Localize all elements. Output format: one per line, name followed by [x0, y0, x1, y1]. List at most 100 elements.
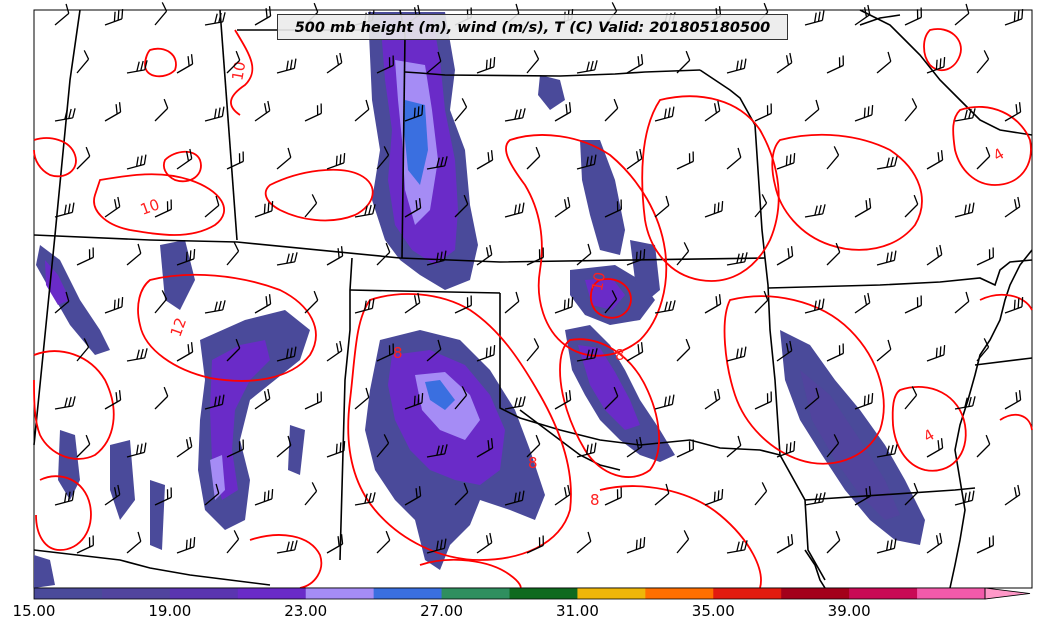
wind-barb: [576, 531, 592, 554]
wind-barb: [554, 196, 571, 218]
wind-barb: [476, 56, 496, 74]
wind-barb: [654, 300, 676, 314]
wind-barb: [76, 434, 91, 458]
wind-barb: [76, 535, 94, 554]
wind-barb: [376, 434, 390, 458]
boundary-colorado-south: [349, 289, 501, 294]
wind-barb: [226, 530, 240, 554]
wind-barb: [904, 194, 919, 218]
contour-line: [93, 173, 225, 236]
wind-barb: [76, 338, 90, 362]
wind-barb: [826, 530, 841, 554]
wind-barb: [704, 200, 724, 218]
wind-barb: [354, 298, 375, 314]
wind-barb: [304, 103, 322, 122]
wind-barb: [326, 534, 344, 554]
wind-barb: [1004, 102, 1022, 122]
wind-barb: [876, 250, 897, 266]
wind-barb: [526, 434, 541, 458]
wind-barb: [604, 290, 618, 314]
wind-barb: [926, 344, 946, 362]
wind-barb: [576, 60, 598, 74]
shade-region-east-texas-inner: [800, 370, 900, 520]
boundary-rio-grande: [519, 409, 621, 471]
wind-barb: [226, 338, 241, 362]
wind-barb: [904, 98, 918, 122]
wind-barb: [526, 247, 544, 266]
boundary-south-dakota-nebraska: [404, 69, 701, 77]
wind-barb: [226, 50, 241, 74]
temperature-contours: [33, 28, 1033, 589]
wind-barb: [454, 295, 472, 314]
wind-barb: [126, 442, 147, 458]
contour-line: [559, 338, 660, 478]
colorbar-tick-label: 15.00: [12, 602, 56, 620]
shade-region-sonora: [150, 480, 165, 550]
wind-barb: [304, 290, 319, 314]
wind-barb: [854, 486, 872, 506]
wind-barb: [676, 50, 691, 74]
wind-barb: [154, 290, 168, 314]
wind-barb: [626, 536, 646, 554]
wind-barb: [654, 195, 670, 218]
boundary-idaho-wyoming: [219, 9, 238, 241]
contour-line: [230, 29, 254, 116]
wind-barb: [526, 535, 544, 554]
shade-region-south-central-max: [425, 380, 455, 410]
wind-barb: [726, 58, 747, 74]
wind-barb: [104, 102, 122, 122]
colorbar-segment: [441, 588, 510, 599]
wind-barb: [304, 482, 318, 506]
wind-barb: [176, 436, 193, 458]
wind-barb: [54, 490, 75, 506]
wind-barb: [176, 54, 194, 74]
contour-label: 8: [615, 346, 625, 364]
wind-barb: [976, 434, 991, 458]
wind-barb: [626, 148, 643, 170]
wind-barb: [476, 244, 493, 266]
wind-barb: [804, 492, 826, 506]
wind-barb: [126, 531, 142, 554]
wind-barb: [504, 291, 520, 314]
wind-barb: [1004, 8, 1024, 26]
wind-barb: [676, 338, 691, 362]
wind-barb: [854, 292, 871, 314]
contour-line: [979, 293, 1033, 311]
colorbar-segment: [849, 588, 918, 599]
wind-barb: [654, 394, 675, 410]
wind-barb: [1004, 484, 1021, 506]
wind-barb: [1004, 390, 1022, 410]
wind-barb: [926, 438, 944, 458]
contour-line: [999, 413, 1033, 431]
wind-barb: [604, 98, 619, 122]
colorbar-segment: [101, 588, 171, 599]
wind-barb: [876, 538, 897, 554]
wind-barb: [376, 530, 391, 554]
wind-barb: [676, 242, 690, 266]
colorbar-segment: [34, 588, 103, 599]
wind-barb: [404, 392, 424, 410]
wind-barb: [626, 342, 644, 362]
contour-label: 8: [528, 454, 538, 472]
wind-barb: [754, 194, 768, 218]
colorbar-tick-label: 19.00: [148, 602, 192, 620]
boundary-kansas-missouri: [764, 257, 826, 581]
wind-barb: [626, 248, 646, 266]
wind-barb: [176, 248, 196, 266]
wind-barb: [126, 60, 148, 74]
boundary-wyoming-nebraska: [401, 34, 406, 259]
wind-barb: [54, 3, 70, 26]
contour-label: 10: [228, 60, 249, 82]
wind-barb: [976, 338, 990, 362]
wind-barb: [204, 12, 226, 26]
shade-region-arizona-core: [210, 455, 225, 500]
wind-barb: [454, 482, 469, 506]
wind-barb: [704, 488, 724, 506]
colorbar-segment: [781, 588, 850, 599]
colorbar: [33, 587, 1031, 600]
wind-barb: [54, 291, 70, 314]
colorbar-tick-label: 31.00: [555, 602, 599, 620]
wind-barb: [626, 54, 644, 74]
contour-line: [505, 134, 668, 357]
wind-barb: [804, 387, 820, 410]
